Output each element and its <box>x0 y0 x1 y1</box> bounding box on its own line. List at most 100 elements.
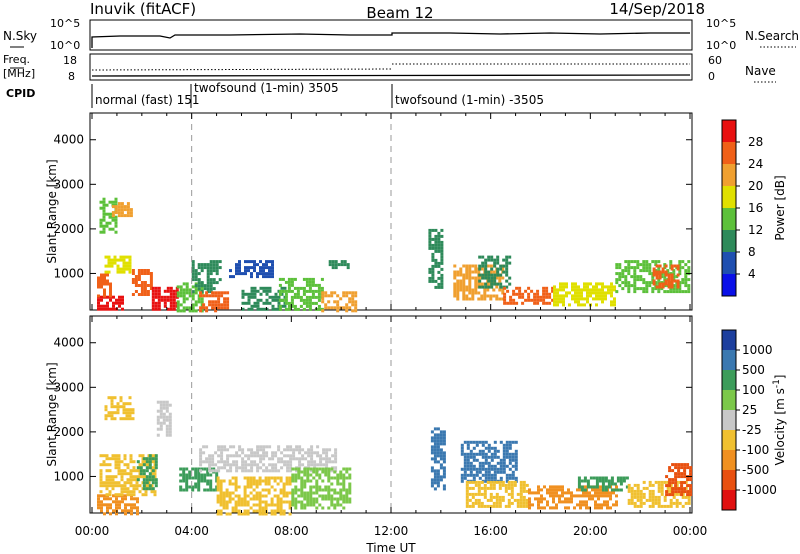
data-cell <box>118 295 121 299</box>
data-cell <box>636 263 640 267</box>
data-cell <box>583 297 586 301</box>
data-cell <box>292 457 296 461</box>
data-cell <box>507 504 511 508</box>
data-cell <box>144 484 148 488</box>
data-cell <box>294 503 298 507</box>
data-cell <box>116 411 120 415</box>
data-cell <box>437 261 441 265</box>
data-cell <box>105 475 109 479</box>
data-cell <box>661 270 665 274</box>
data-cell <box>583 282 586 286</box>
data-cell <box>163 289 167 293</box>
data-cell <box>226 454 230 458</box>
data-cell <box>205 291 209 295</box>
data-cell <box>182 297 186 301</box>
data-cell <box>123 463 127 467</box>
data-cell <box>496 267 500 271</box>
data-cell <box>663 266 667 270</box>
data-cell <box>129 211 133 215</box>
data-cell <box>642 495 646 499</box>
data-cell <box>601 488 605 492</box>
data-cell <box>109 506 112 510</box>
data-cell <box>225 494 229 498</box>
data-cell <box>244 260 247 264</box>
data-cell <box>244 266 247 270</box>
data-cell <box>214 306 218 310</box>
data-cell <box>472 440 476 444</box>
data-cell <box>255 491 259 495</box>
data-cell <box>683 472 687 476</box>
data-cell <box>223 460 227 464</box>
data-cell <box>142 472 146 476</box>
data-cell <box>487 270 491 274</box>
data-cell <box>551 286 555 290</box>
data-cell <box>185 467 189 471</box>
data-cell <box>551 298 555 302</box>
freq-tick-high: 18 <box>63 54 77 67</box>
data-cell <box>247 301 251 305</box>
data-cell <box>615 263 619 267</box>
data-cell <box>486 264 490 268</box>
data-cell <box>287 301 291 305</box>
data-cell <box>471 270 475 274</box>
data-cell <box>493 455 497 459</box>
data-cell <box>142 487 146 491</box>
data-cell <box>559 294 562 298</box>
data-cell <box>490 273 494 277</box>
data-cell <box>197 287 201 291</box>
data-cell <box>324 473 328 477</box>
data-cell <box>126 205 130 209</box>
data-cell <box>477 276 481 280</box>
data-cell <box>265 272 268 276</box>
data-cell <box>240 512 244 516</box>
data-cell <box>199 291 203 295</box>
data-cell <box>229 463 233 467</box>
data-cell <box>97 506 100 510</box>
data-cell <box>206 272 210 276</box>
data-cell <box>206 479 210 483</box>
data-cell <box>651 260 655 264</box>
data-cell <box>250 286 254 290</box>
data-cell <box>486 504 490 508</box>
data-cell <box>518 292 522 296</box>
colorbar-tick-label: 500 <box>742 363 765 377</box>
data-cell <box>456 288 460 292</box>
data-cell <box>179 294 183 298</box>
data-cell <box>670 264 674 268</box>
data-cell <box>188 288 192 292</box>
data-cell <box>437 234 441 238</box>
data-cell <box>348 500 352 504</box>
data-cell <box>129 457 133 461</box>
data-cell <box>122 267 126 271</box>
data-cell <box>607 485 611 489</box>
data-cell <box>327 476 331 480</box>
data-cell <box>330 306 334 310</box>
data-cell <box>122 255 126 259</box>
data-cell <box>489 270 493 274</box>
data-cell <box>621 272 625 276</box>
data-cell <box>126 466 130 470</box>
data-cell <box>540 494 543 498</box>
data-cell <box>156 400 160 404</box>
data-cell <box>577 485 581 489</box>
data-cell <box>428 237 432 241</box>
data-cell <box>630 486 634 490</box>
data-cell <box>220 291 224 295</box>
data-cell <box>678 260 682 264</box>
data-cell <box>105 478 109 482</box>
data-cell <box>483 489 487 493</box>
data-cell <box>522 486 526 490</box>
data-cell <box>687 287 691 291</box>
data-cell <box>462 276 466 280</box>
data-cell <box>601 485 605 489</box>
data-cell <box>121 509 124 513</box>
data-cell <box>202 451 206 455</box>
data-cell <box>489 264 493 268</box>
data-cell <box>111 478 115 482</box>
data-cell <box>100 304 103 308</box>
data-cell <box>318 473 322 477</box>
data-cell <box>672 290 676 294</box>
data-cell <box>97 494 100 498</box>
data-cell <box>256 289 260 293</box>
data-cell <box>430 430 434 434</box>
